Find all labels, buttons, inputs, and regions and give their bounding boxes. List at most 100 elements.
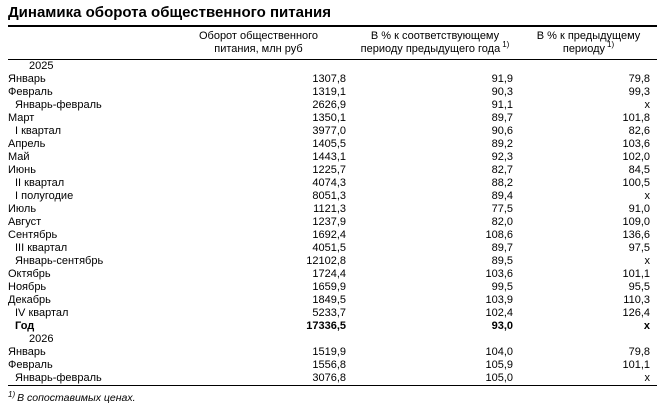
pct-prev-value: 109,0 [622, 216, 650, 228]
row-label: Январь-сентябрь [15, 255, 104, 267]
row-label: Декабрь [8, 294, 51, 306]
table-row: Август 1237,9 82,0 109,0 [8, 216, 657, 229]
row-label: Июнь [8, 164, 36, 176]
turnover-value: 1237,9 [312, 216, 346, 228]
table-row-cumulative: Январь-февраль 3076,8 105,0 х [8, 372, 657, 386]
turnover-value: 1519,9 [312, 346, 346, 358]
pct-prev-value: 95,5 [628, 281, 650, 293]
pct-yoy-value: 89,2 [491, 138, 513, 150]
footnote-marker: 1) [502, 40, 510, 50]
pct-prev-value: х [643, 320, 650, 332]
pct-prev-value: х [644, 255, 651, 267]
turnover-value: 1692,4 [312, 229, 346, 241]
header-turnover: Оборот общественного питания, млн руб [195, 27, 350, 60]
turnover-value: 3076,8 [312, 372, 346, 384]
footnote: 1) В сопоставимых ценах. [8, 389, 657, 404]
header-pct-prev: В % к предыдущему периоду 1) [520, 27, 657, 60]
pct-prev-value: 126,4 [622, 307, 650, 319]
turnover-value: 1556,8 [312, 359, 346, 371]
footnote-text: В сопоставимых ценах. [17, 392, 136, 404]
row-label: Февраль [8, 359, 53, 371]
row-label: Январь [8, 346, 46, 358]
pct-prev-value: х [644, 99, 651, 111]
row-label: III квартал [15, 242, 68, 254]
turnover-value: 17336,5 [306, 320, 346, 332]
pct-yoy-value: 90,6 [491, 125, 513, 137]
pct-prev-value: 101,1 [622, 268, 650, 280]
pct-yoy-value: 92,3 [491, 151, 513, 163]
pct-yoy-value: 108,6 [485, 229, 513, 241]
pct-prev-value: 97,5 [628, 242, 650, 254]
pct-prev-value: х [644, 190, 651, 202]
row-label: Январь [8, 73, 46, 85]
row-label: Март [8, 112, 35, 124]
header-pct-prev-line1: В % к предыдущему [536, 30, 641, 42]
row-label: II квартал [15, 177, 65, 189]
pct-yoy-value: 103,6 [485, 268, 513, 280]
pct-prev-value: х [644, 372, 651, 384]
row-label: Август [8, 216, 42, 228]
turnover-value: 4051,5 [312, 242, 346, 254]
row-label: Май [8, 151, 30, 163]
table-row: Апрель 1405,5 89,2 103,6 [8, 138, 657, 151]
table-row-year-total: Год 17336,5 93,0 х [8, 320, 657, 333]
header-pct-yoy: В % к соответствующему периоду предыдущег… [350, 27, 520, 60]
pct-yoy-value: 88,2 [491, 177, 513, 189]
table-row-cumulative: Январь-сентябрь 12102,8 89,5 х [8, 255, 657, 268]
pct-yoy-value: 82,0 [491, 216, 513, 228]
row-label: I полугодие [15, 190, 74, 202]
table-row: Июнь 1225,7 82,7 84,5 [8, 164, 657, 177]
turnover-value: 4074,3 [312, 177, 346, 189]
pct-prev-value: 79,8 [628, 346, 650, 358]
pct-yoy-value: 99,5 [491, 281, 513, 293]
table-row-cumulative: Январь-февраль 2626,9 91,1 х [8, 99, 657, 112]
pct-yoy-value: 105,9 [485, 359, 513, 371]
turnover-value: 1121,3 [313, 203, 346, 215]
row-label: Февраль [8, 86, 53, 98]
pct-prev-value: 101,1 [622, 359, 650, 371]
header-turnover-line1: Оборот общественного [198, 30, 319, 42]
pct-prev-value: 102,0 [622, 151, 650, 163]
row-label: Год [15, 320, 35, 332]
header-empty [8, 27, 195, 60]
year-label: 2026 [29, 333, 54, 345]
table-row: Февраль 1319,1 90,3 99,3 [8, 86, 657, 99]
row-label: Январь-февраль [15, 372, 102, 384]
table-row-year: 2026 [8, 333, 657, 346]
table-row-quarter: IV квартал 5233,7 102,4 126,4 [8, 307, 657, 320]
pct-yoy-value: 93,0 [491, 320, 513, 332]
turnover-value: 1659,9 [312, 281, 346, 293]
pct-yoy-value: 105,0 [485, 372, 513, 384]
header-pct-yoy-line1: В % к соответствующему [370, 30, 500, 42]
turnover-value: 2626,9 [312, 99, 346, 111]
pct-yoy-value: 89,7 [491, 112, 513, 124]
header-turnover-line2: питания, млн руб [214, 43, 303, 55]
pct-prev-value: 103,6 [622, 138, 650, 150]
row-label: Сентябрь [8, 229, 58, 241]
table-row: Май 1443,1 92,3 102,0 [8, 151, 657, 164]
pct-yoy-value: 89,5 [491, 255, 513, 267]
pct-yoy-value: 89,4 [491, 190, 513, 202]
pct-prev-value: 110,3 [623, 294, 650, 306]
row-label: Октябрь [8, 268, 51, 280]
footnote-marker: 1) [8, 389, 16, 399]
row-label: I квартал [15, 125, 62, 137]
pct-prev-value: 101,8 [622, 112, 650, 124]
table-row: Октябрь 1724,4 103,6 101,1 [8, 268, 657, 281]
turnover-value: 1225,7 [312, 164, 346, 176]
table-row: Июль 1121,3 77,5 91,0 [8, 203, 657, 216]
turnover-value: 1405,5 [312, 138, 346, 150]
table-row: Январь 1307,8 91,9 79,8 [8, 73, 657, 86]
pct-yoy-value: 103,9 [485, 294, 513, 306]
turnover-value: 1443,1 [312, 151, 346, 163]
data-table: Оборот общественного питания, млн руб В %… [8, 27, 657, 386]
table-row: Февраль 1556,8 105,9 101,1 [8, 359, 657, 372]
table-row-quarter: I квартал 3977,0 90,6 82,6 [8, 125, 657, 138]
year-label: 2025 [29, 60, 54, 72]
pct-prev-value: 136,6 [622, 229, 650, 241]
row-label: Апрель [8, 138, 46, 150]
row-label: Июль [8, 203, 37, 215]
turnover-value: 8051,3 [312, 190, 346, 202]
header-pct-yoy-line2: периоду предыдущего года [360, 43, 501, 55]
